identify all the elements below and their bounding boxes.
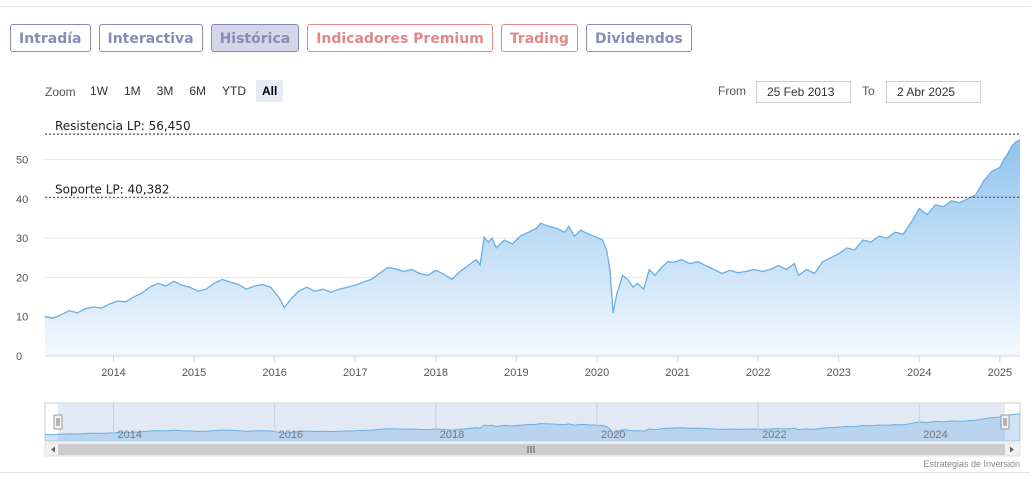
x-tick-label: 2018 [424,367,448,379]
zoom-label: Zoom [45,85,76,99]
tab-indicadores-premium[interactable]: Indicadores Premium [307,24,493,52]
x-tick-label: 2023 [826,367,850,379]
scroll-right-icon[interactable] [1010,446,1014,453]
top-divider [0,6,1030,7]
x-tick-label: 2024 [907,367,931,379]
support-label: Soporte LP: 40,382 [55,182,170,196]
x-tick-label: 2019 [504,367,528,379]
price-area [45,139,1020,356]
x-tick-label: 2020 [585,367,609,379]
from-label: From [718,84,746,98]
tab-dividendos[interactable]: Dividendos [585,24,692,52]
zoom-ytd-button[interactable]: YTD [222,84,247,98]
navigator-area [45,413,1020,441]
x-tick-label: 2025 [988,367,1012,379]
navigator-tick-label: 2024 [923,429,947,441]
navigator-tick-label: 2020 [601,429,625,441]
zoom-1w-button[interactable]: 1W [90,84,108,98]
y-tick-label: 10 [16,312,28,324]
y-tick-label: 30 [16,233,28,245]
navigator-left-handle[interactable] [53,414,63,430]
to-date-input[interactable] [886,81,981,103]
scroll-left-icon[interactable] [51,446,55,453]
navigator-tick-label: 2016 [279,429,303,441]
navigator-tick-label: 2022 [762,429,786,441]
tab-historica[interactable]: Histórica [210,24,300,52]
x-tick-label: 2016 [262,367,286,379]
y-tick-label: 20 [16,272,28,284]
chart-tabs: Intradía Interactiva Histórica Indicador… [10,24,692,52]
navigator-right-handle[interactable] [1000,414,1010,430]
zoom-6m-button[interactable]: 6M [189,84,207,98]
zoom-1m-button[interactable]: 1M [124,84,141,98]
navigator-line [44,413,1021,436]
from-date-input[interactable] [756,81,851,103]
navigator-selection [58,403,1005,441]
zoom-3m-button[interactable]: 3M [156,84,174,98]
tab-interactiva[interactable]: Interactiva [98,24,203,52]
bottom-divider [0,472,1030,473]
price-chart: 0 10 20 30 40 50 2014 2015 2016 2017 2018 2019 2020 2… [16,119,1021,457]
y-tick-label: 0 [16,351,22,363]
price-line [44,139,1021,319]
to-label: To [862,84,875,98]
y-tick-label: 40 [16,194,28,206]
x-tick-label: 2015 [182,367,206,379]
zoom-all-button[interactable]: All [256,80,284,102]
x-tick-label: 2022 [746,367,770,379]
zoom-buttons: 1W 1M 3M 6M YTD All [84,80,284,102]
navigator-tick-label: 2018 [440,429,464,441]
x-tick-label: 2014 [101,367,125,379]
tab-intradia[interactable]: Intradía [10,24,91,52]
resistance-label: Resistencia LP: 56,450 [55,119,191,133]
y-tick-label: 50 [16,155,28,167]
x-tick-label: 2021 [665,367,689,379]
x-tick-label: 2017 [343,367,367,379]
tab-trading[interactable]: Trading [500,24,578,52]
chart-credit: Estrategias de Inversión [923,459,1020,469]
navigator-tick-label: 2014 [117,429,141,441]
